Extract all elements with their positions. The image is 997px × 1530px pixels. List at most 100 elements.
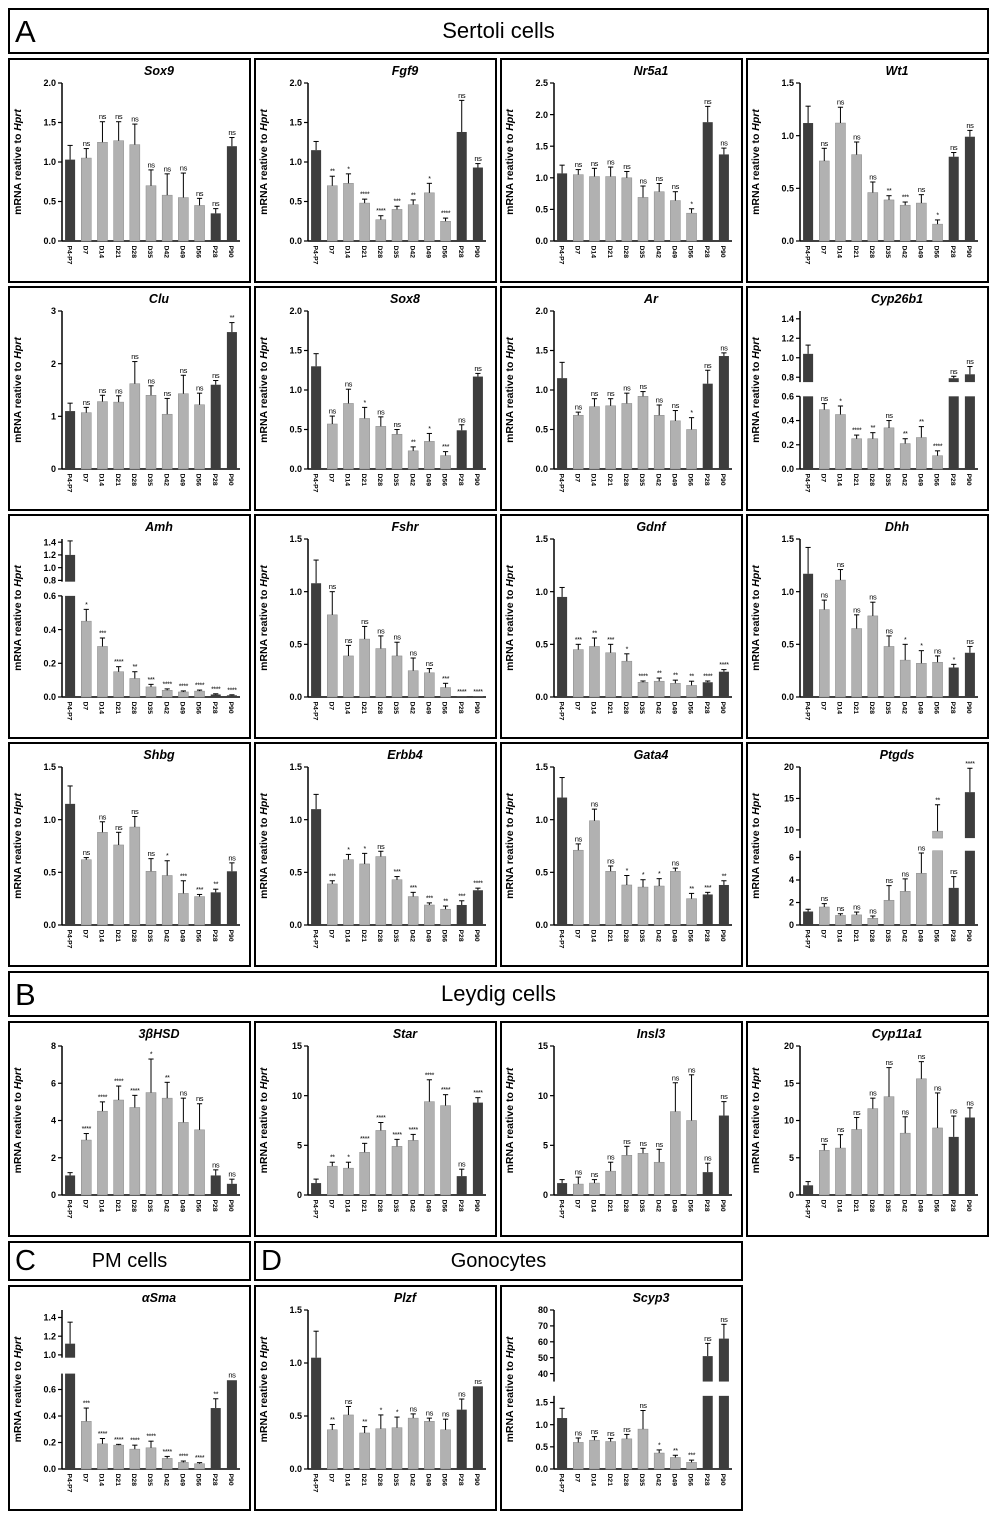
bar (964, 1117, 975, 1195)
bar (670, 200, 681, 242)
bar (178, 393, 189, 470)
svg-text:D21: D21 (114, 246, 121, 259)
svg-text:ns: ns (458, 1390, 466, 1399)
svg-text:P90: P90 (719, 930, 726, 942)
chart-title: Ptgds (880, 748, 915, 762)
svg-text:ns: ns (410, 1404, 418, 1413)
bar (964, 850, 975, 925)
svg-text:D56: D56 (687, 702, 694, 715)
svg-text:1.0: 1.0 (535, 815, 548, 825)
bar (686, 1462, 697, 1470)
svg-text:D28: D28 (622, 1474, 629, 1487)
y-axis-label: mRNA reative to Hprt (258, 109, 270, 215)
svg-text:0.5: 0.5 (289, 1411, 302, 1421)
bar (327, 614, 338, 698)
bar (718, 1338, 729, 1382)
svg-text:0.0: 0.0 (43, 1464, 56, 1474)
bar (456, 1409, 467, 1469)
svg-text:***: *** (442, 444, 450, 451)
bar (932, 1127, 943, 1196)
chart-star: Star mRNA reative to Hprt 0 5 10 15 ** * **** ***… (254, 1021, 497, 1237)
svg-text:****: **** (360, 192, 370, 199)
svg-text:P28: P28 (949, 930, 956, 942)
cd-header-row: C PM cells D Gonocytes (8, 1241, 989, 1281)
y-axis-label: mRNA reative to Hprt (12, 793, 24, 899)
svg-text:**: ** (689, 886, 694, 893)
svg-text:20: 20 (784, 762, 794, 772)
svg-text:0.8: 0.8 (781, 372, 794, 382)
svg-text:D35: D35 (638, 702, 645, 715)
svg-text:ns: ns (623, 1425, 631, 1434)
svg-text:D21: D21 (360, 474, 367, 487)
chart-ar: Ar mRNA reative to Hprt 0.0 0.5 1.0 1.5 2.0 ns n… (500, 286, 743, 511)
svg-text:ns: ns (575, 1168, 583, 1177)
bar (932, 661, 943, 698)
svg-text:ns: ns (83, 139, 91, 148)
y-axis-ticks: 0.0 0.5 1.0 1.5 2.0 (535, 306, 554, 474)
bar (161, 875, 173, 926)
y-axis-ticks: 0 2 4 6 10 15 20 (784, 762, 800, 930)
x-axis-labels: P4-P7 D7 D14 D21 D28 D35 D42 D49 D56 P28 P90 (803, 702, 972, 721)
bar (81, 1139, 92, 1196)
svg-text:D7: D7 (327, 702, 334, 711)
svg-text:5: 5 (297, 1141, 302, 1151)
chart-ptgds: Ptgds mRNA reative to Hprt 0 2 4 6 10 15 20 ns ns n… (746, 742, 989, 967)
y-axis-ticks: 0.0 0.5 1.0 1.5 (535, 762, 554, 930)
svg-text:0: 0 (51, 464, 56, 474)
y-axis-label: mRNA reative to Hprt (258, 565, 270, 671)
bar (621, 1438, 633, 1470)
bar (916, 437, 927, 470)
svg-text:D49: D49 (179, 1200, 186, 1213)
y-axis-label: mRNA reative to Hprt (258, 337, 270, 443)
svg-text:D42: D42 (408, 702, 415, 715)
svg-text:ns: ns (966, 1098, 974, 1107)
svg-text:D14: D14 (836, 246, 843, 259)
y-axis-ticks: 0.0 0.5 1.0 1.5 (289, 762, 308, 930)
svg-text:****: **** (98, 1094, 108, 1101)
bars (311, 131, 483, 242)
svg-text:D21: D21 (114, 1474, 121, 1487)
svg-text:P28: P28 (457, 930, 464, 942)
svg-text:D49: D49 (671, 930, 678, 943)
svg-text:0.4: 0.4 (781, 416, 794, 426)
bar (686, 685, 697, 698)
bar (194, 205, 205, 242)
svg-text:D56: D56 (687, 246, 694, 259)
y-axis-label: mRNA reative to Hprt (504, 793, 516, 899)
error-bars (313, 1079, 481, 1184)
svg-text:15: 15 (292, 1041, 302, 1051)
svg-text:0.5: 0.5 (43, 197, 56, 207)
bar (819, 1150, 830, 1196)
bars (65, 140, 237, 242)
svg-text:ns: ns (228, 1371, 236, 1380)
svg-text:D49: D49 (917, 474, 924, 487)
svg-text:D28: D28 (622, 1200, 629, 1213)
bar (440, 221, 451, 242)
svg-text:ns: ns (228, 1170, 236, 1179)
bar (964, 396, 975, 469)
svg-text:P4-P7: P4-P7 (803, 1200, 810, 1219)
svg-text:D7: D7 (819, 474, 826, 483)
bar (557, 173, 568, 241)
bar (686, 898, 697, 926)
bar (670, 683, 681, 698)
svg-text:D35: D35 (392, 474, 399, 487)
chart-title: αSma (142, 1291, 176, 1305)
svg-text:P4-P7: P4-P7 (803, 930, 810, 949)
svg-text:***: *** (180, 873, 188, 880)
svg-text:D42: D42 (654, 1474, 661, 1487)
svg-text:P28: P28 (211, 1474, 218, 1486)
svg-text:D49: D49 (179, 1474, 186, 1487)
bar (178, 893, 189, 926)
bar (803, 396, 814, 469)
bar (932, 223, 943, 242)
svg-text:ns: ns (934, 1083, 942, 1092)
svg-text:*: * (428, 426, 431, 433)
svg-text:D49: D49 (179, 702, 186, 715)
svg-text:0.0: 0.0 (43, 236, 56, 246)
bar (803, 1185, 814, 1195)
bar (113, 1099, 124, 1196)
